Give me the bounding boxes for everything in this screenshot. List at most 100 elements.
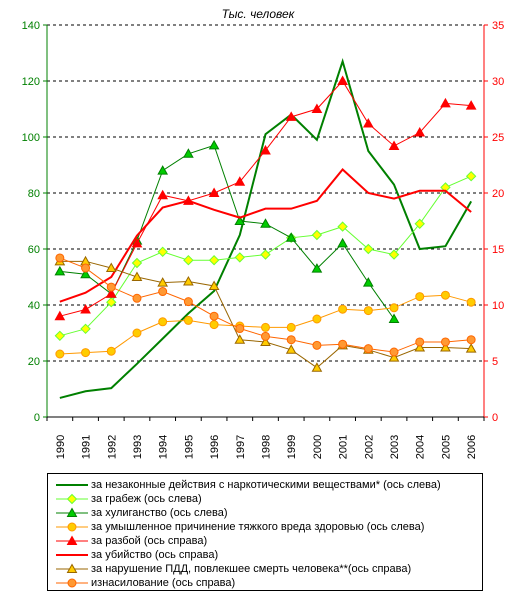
x-tick-label: 2005	[440, 435, 452, 459]
data-point	[80, 268, 91, 279]
data-point	[235, 324, 245, 334]
legend-item: за разбой (ось справа)	[48, 534, 482, 548]
legend-item: за убийство (ось справа)	[48, 548, 482, 562]
data-point	[157, 189, 169, 200]
data-point	[157, 246, 168, 258]
series-0	[59, 57, 473, 399]
series-3	[55, 290, 476, 359]
data-point	[363, 243, 374, 255]
legend-label: за грабеж (ось слева)	[91, 493, 202, 505]
data-point	[81, 263, 91, 273]
data-point	[183, 297, 193, 307]
legend-swatch	[56, 507, 88, 517]
data-point	[55, 349, 65, 359]
y-right-tick-label: 5	[492, 356, 498, 368]
data-point	[338, 304, 348, 314]
legend-swatch	[56, 484, 88, 486]
x-tick-label: 2001	[338, 435, 350, 459]
x-tick-label: 1997	[235, 435, 247, 459]
series-6	[54, 255, 477, 372]
data-point	[337, 237, 348, 248]
series-line	[59, 57, 473, 399]
x-tick-label: 1993	[132, 435, 144, 459]
data-point	[66, 535, 78, 545]
data-point	[106, 296, 117, 308]
x-tick-label: 1990	[55, 435, 67, 459]
data-point	[260, 336, 271, 346]
x-tick-label: 2000	[312, 435, 324, 459]
data-point	[158, 317, 168, 327]
data-point	[285, 344, 297, 354]
data-point	[80, 303, 91, 314]
data-point	[105, 262, 117, 273]
data-point	[81, 348, 91, 358]
data-point	[337, 75, 348, 85]
legend-label: изнасилование (ось справа)	[91, 577, 236, 589]
data-point	[389, 303, 399, 313]
x-tick-label: 1999	[286, 435, 298, 459]
data-point	[157, 165, 169, 175]
series-4	[54, 75, 477, 321]
legend-label: за убийство (ось справа)	[91, 549, 219, 561]
data-point	[440, 342, 451, 352]
legend-swatch	[56, 522, 88, 532]
data-point	[66, 507, 78, 517]
x-tick-label: 1994	[158, 435, 170, 459]
data-point	[67, 578, 77, 588]
data-point	[234, 252, 246, 263]
y-right-tick-label: 25	[492, 132, 504, 144]
legend-swatch	[56, 578, 88, 588]
chart-svg: Тыс. человек 0 20 40 60 80 100 120 140 0 5 10 15 20 2…	[22, 7, 505, 459]
legend-swatch	[56, 535, 88, 545]
data-point	[106, 346, 116, 356]
data-point	[234, 176, 246, 186]
legend-label: за умышленное причинение тяжкого вреда з…	[91, 521, 425, 533]
y-right-tick-label: 0	[492, 412, 498, 424]
axes: 0 20 40 60 80 100 120 140 0 5 10 15 20 25 30 35 1990 1991…	[22, 20, 505, 459]
legend-label: за разбой (ось справа)	[91, 535, 208, 547]
data-point	[80, 323, 91, 335]
y-left-tick-label: 120	[22, 76, 40, 88]
data-point	[440, 97, 451, 108]
y-left-tick-label: 40	[28, 300, 40, 312]
data-point	[466, 297, 476, 307]
x-tick-label: 1991	[81, 435, 93, 459]
data-point	[286, 335, 296, 345]
series-line	[59, 168, 472, 303]
data-point	[415, 337, 425, 347]
data-point	[54, 330, 66, 342]
y-right-tick-label: 15	[492, 244, 504, 256]
y-right-tick-label: 10	[492, 300, 504, 312]
series-2	[54, 139, 400, 323]
legend-item: изнасилование (ось справа)	[48, 576, 482, 590]
data-point	[67, 522, 77, 532]
data-point	[388, 249, 400, 260]
data-point	[388, 313, 400, 323]
data-point	[388, 352, 400, 362]
data-point	[363, 344, 373, 354]
data-point	[209, 311, 219, 321]
series-line	[59, 80, 472, 317]
data-point	[66, 493, 78, 505]
series-5	[59, 168, 472, 303]
y-left-tick-label: 0	[34, 412, 40, 424]
y-left-tick-label: 20	[28, 356, 40, 368]
data-point	[311, 103, 323, 113]
data-point	[54, 265, 66, 276]
data-point	[465, 170, 477, 182]
x-tick-label: 1996	[209, 435, 221, 459]
legend-label: за хулиганство (ось слева)	[91, 507, 228, 519]
x-tick-label: 1998	[261, 435, 273, 459]
legend-item: за хулиганство (ось слева)	[48, 506, 482, 520]
data-point	[183, 254, 194, 266]
legend-item: за незаконные действия с наркотическими …	[48, 478, 482, 492]
legend-item: за умышленное причинение тяжкого вреда з…	[48, 520, 482, 534]
data-point	[157, 277, 169, 287]
data-point	[440, 337, 450, 347]
data-point	[389, 347, 399, 357]
legend-item: за грабеж (ось слева)	[48, 492, 482, 506]
series-line	[59, 260, 472, 369]
data-point	[466, 335, 476, 345]
data-point	[415, 292, 425, 302]
